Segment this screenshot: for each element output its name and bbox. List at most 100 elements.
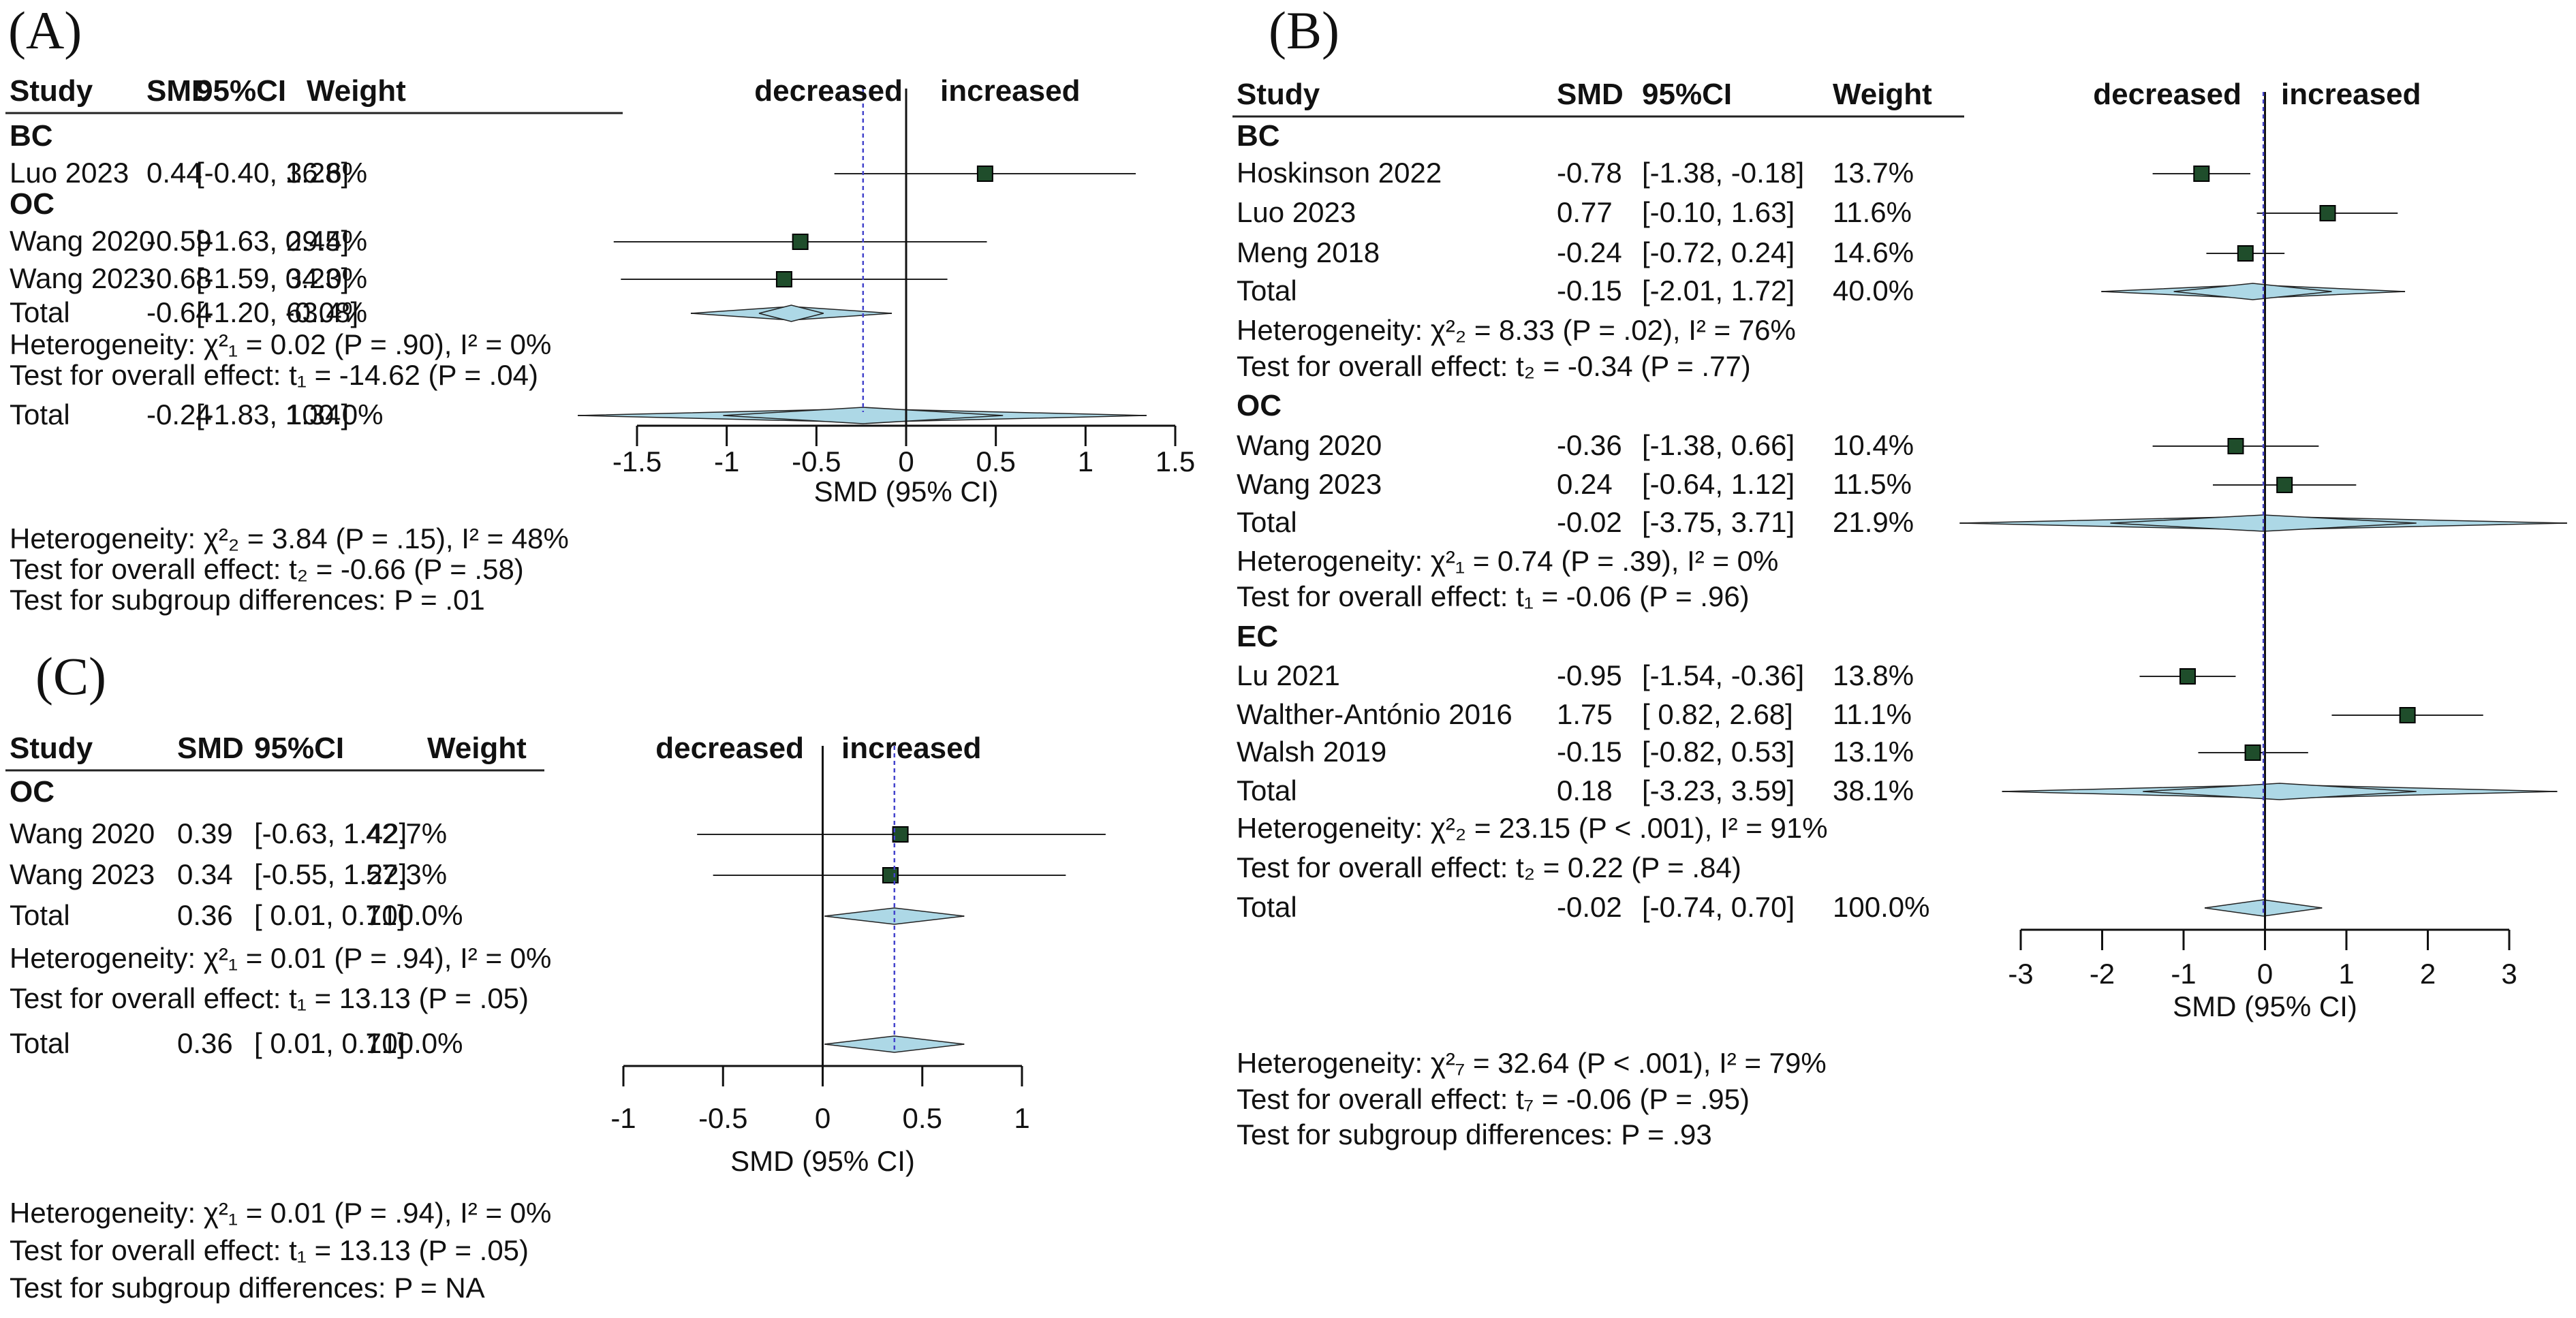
ci-value: [-1.20, -0.08]: [196, 296, 359, 328]
weight-value: 100.0%: [1833, 891, 1930, 923]
x-tick-label: 0.5: [902, 1102, 942, 1134]
total-label: Total: [10, 398, 70, 430]
x-tick-label: 0: [2256, 958, 2274, 990]
weight-value: 63.4%: [286, 296, 368, 328]
x-tick-label: -1: [713, 445, 740, 477]
subgroup-stat-text: Test for overall effect: t₂ = 0.22 (P = …: [1237, 851, 1741, 883]
subgroup-stat-text: Heterogeneity: χ²₁ = 0.74 (P = .39), I² …: [1237, 545, 1779, 577]
subgroup-label: OC: [10, 775, 55, 809]
pooled-diamond: [824, 907, 965, 925]
ci-value: [-0.82, 0.53]: [1642, 736, 1795, 768]
point-estimate-square: [792, 234, 809, 250]
pooled-diamond: [723, 407, 1004, 424]
weight-value: 21.9%: [1833, 506, 1914, 538]
study-name: Walther-António 2016: [1237, 698, 1512, 730]
smd-value: -0.36: [1557, 429, 1622, 461]
smd-value: 1.75: [1557, 698, 1613, 730]
weight-value: 100.0%: [366, 1027, 463, 1059]
pooled-diamond: [2173, 283, 2332, 300]
weight-value: 13.1%: [1833, 736, 1914, 768]
header-weight: Weight: [427, 732, 527, 765]
smd-value: 0.24: [1557, 468, 1613, 500]
study-name: Luo 2023: [1237, 196, 1356, 228]
x-tick-label: -0.5: [792, 445, 841, 477]
smd-value: -0.15: [1557, 274, 1622, 307]
smd-value: -0.02: [1557, 506, 1622, 538]
weight-value: 13.7%: [1833, 157, 1914, 189]
header-weight: Weight: [307, 74, 406, 108]
header-decreased: decreased: [2093, 78, 2241, 111]
point-estimate-square: [882, 867, 899, 883]
point-estimate-square: [892, 826, 909, 843]
subgroup-stat-text: Test for overall effect: t₁ = 13.13 (P =…: [10, 982, 529, 1014]
subgroup-label: EC: [1237, 620, 1279, 653]
x-tick-label: 2: [2419, 958, 2436, 990]
smd-value: 0.77: [1557, 196, 1613, 228]
smd-value: 0.39: [177, 817, 233, 849]
header-study: Study: [10, 732, 93, 765]
weight-value: 14.6%: [1833, 236, 1914, 268]
weight-value: 57.3%: [366, 858, 448, 890]
subgroup-label: OC: [1237, 389, 1282, 422]
x-axis-label: SMD (95% CI): [813, 475, 999, 507]
footer-stat-text: Test for subgroup differences: P = .01: [10, 584, 485, 616]
point-estimate-square: [976, 166, 993, 182]
footer-stat-text: Heterogeneity: χ²₂ = 3.84 (P = .15), I² …: [10, 522, 569, 554]
x-tick-label: -0.5: [698, 1102, 748, 1134]
ci-value: [ 0.01, 0.71]: [254, 899, 405, 931]
header-smd: SMD: [1557, 78, 1624, 111]
x-axis-label: SMD (95% CI): [2173, 990, 2357, 1022]
ci-value: [-1.38, -0.18]: [1642, 157, 1805, 189]
footer-stat-text: Test for overall effect: t₂ = -0.66 (P =…: [10, 553, 524, 585]
smd-value: -0.15: [1557, 736, 1622, 768]
ci-value: [ 0.82, 2.68]: [1642, 698, 1793, 730]
total-label: Total: [10, 899, 70, 931]
point-estimate-square: [2237, 245, 2254, 262]
weight-value: 36.6%: [286, 157, 368, 189]
weight-value: 11.6%: [1833, 196, 1912, 228]
header-increased: increased: [841, 732, 982, 765]
point-estimate-square: [2244, 744, 2261, 761]
point-estimate-square: [2399, 707, 2416, 723]
ci-value: [-1.59, 0.23]: [196, 262, 350, 294]
study-name: Meng 2018: [1237, 236, 1380, 268]
footer-stat-text: Heterogeneity: χ²₁ = 0.01 (P = .94), I² …: [10, 1197, 552, 1229]
x-tick-label: 0: [898, 445, 914, 477]
point-estimate-square: [2319, 205, 2336, 221]
subgroup-stat-text: Heterogeneity: χ²₂ = 8.33 (P = .02), I² …: [1237, 314, 1796, 346]
header-smd: SMD: [177, 732, 244, 765]
smd-value: -0.64: [146, 296, 212, 328]
footer-stat-text: Test for overall effect: t₁ = 13.13 (P =…: [10, 1234, 529, 1266]
x-tick-label: -1.5: [612, 445, 662, 477]
point-estimate-square: [2227, 438, 2244, 454]
footer-stat-text: Test for subgroup differences: P = .93: [1237, 1118, 1712, 1150]
total-label: Total: [1237, 274, 1297, 307]
subgroup-stat-text: Heterogeneity: χ²₁ = 0.01 (P = .94), I² …: [10, 942, 552, 974]
pooled-diamond: [758, 304, 824, 322]
weight-value: 11.1%: [1833, 698, 1912, 730]
weight-value: 11.5%: [1833, 468, 1912, 500]
weight-value: 100.0%: [366, 899, 463, 931]
header-95ci: 95%CI: [1642, 78, 1733, 111]
smd-value: -0.68: [146, 262, 212, 294]
weight-value: 38.1%: [1833, 774, 1914, 806]
footer-stat-text: Test for overall effect: t₇ = -0.06 (P =…: [1237, 1083, 1750, 1115]
pooled-diamond: [2143, 783, 2417, 800]
study-name: Wang 2020: [10, 225, 155, 257]
ci-value: [-0.10, 1.63]: [1642, 196, 1795, 228]
study-name: Walsh 2019: [1237, 736, 1387, 768]
ci-value: [-3.75, 3.71]: [1642, 506, 1795, 538]
study-name: Wang 2020: [1237, 429, 1382, 461]
weight-value: 29.4%: [286, 225, 368, 257]
footer-stat-text: Test for subgroup differences: P = NA: [10, 1272, 485, 1304]
ci-value: [-3.23, 3.59]: [1642, 774, 1795, 806]
ci-value: [-1.38, 0.66]: [1642, 429, 1795, 461]
subgroup-label: BC: [1237, 119, 1280, 153]
weight-value: 13.8%: [1833, 659, 1914, 691]
subgroup-stat-text: Test for overall effect: t₁ = -14.62 (P …: [10, 359, 539, 391]
subgroup-stat-text: Heterogeneity: χ²₁ = 0.02 (P = .90), I² …: [10, 328, 552, 360]
point-estimate-square: [2276, 477, 2293, 493]
header-increased: increased: [940, 74, 1081, 108]
study-name: Wang 2023: [10, 262, 155, 294]
